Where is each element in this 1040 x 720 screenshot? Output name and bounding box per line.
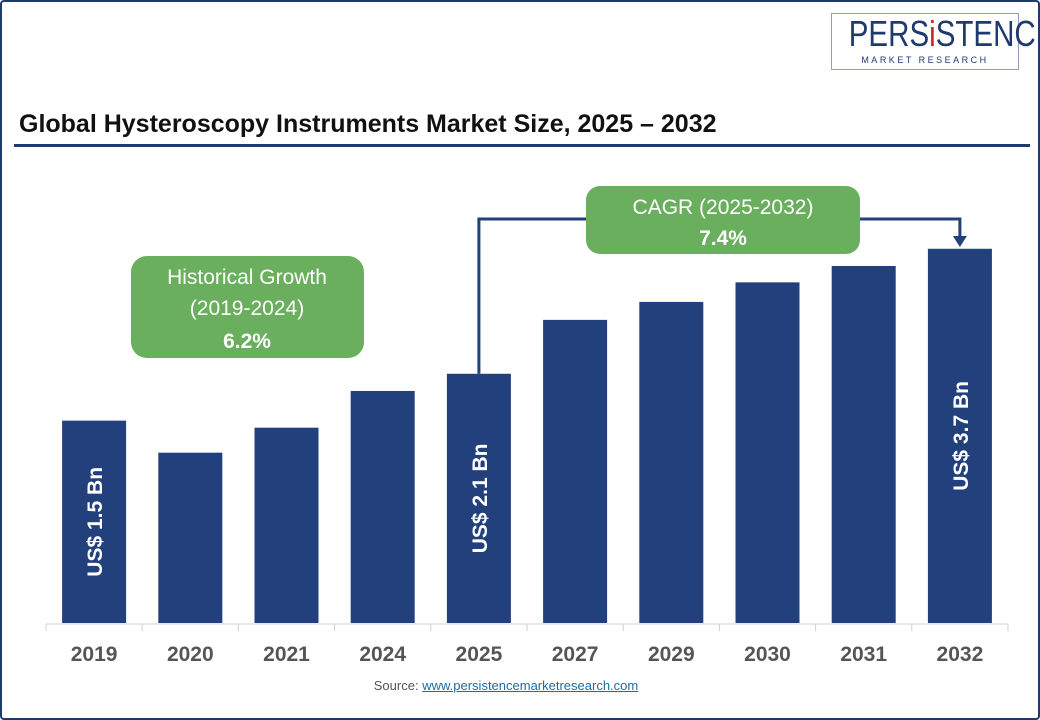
historical-growth-callout (131, 256, 364, 358)
x-tick-label: 2020 (167, 643, 214, 666)
source-note: Source: www.persistencemarketresearch.co… (0, 678, 1012, 693)
title-divider (14, 144, 1030, 147)
historical-label: Historical Growth (167, 266, 327, 289)
logo-tagline: MARKET RESEARCH (861, 55, 989, 65)
x-tick-label: 2031 (840, 643, 887, 666)
bar-2019 (62, 420, 127, 623)
persistence-logo: PERSiSTENCE MARKET RESEARCH (831, 13, 1040, 70)
bar-data-label: US$ 3.7 Bn (950, 381, 973, 491)
x-tick-label: 2025 (456, 643, 503, 666)
chart-title: Global Hysteroscopy Instruments Market S… (19, 110, 717, 138)
bar-2029 (639, 301, 704, 623)
cagr-callout (586, 186, 860, 254)
bar-2027 (543, 319, 608, 623)
arrow-down-icon (952, 236, 967, 247)
cagr-value: 7.4% (699, 227, 747, 250)
logo-wordmark: PERSiSTENCE (848, 13, 1040, 54)
x-tick-label: 2021 (263, 643, 310, 666)
bar-2031 (831, 265, 896, 623)
bar-data-label: US$ 1.5 Bn (84, 467, 107, 577)
historical-period: (2019-2024) (190, 297, 304, 320)
x-tick-label: 2030 (744, 643, 791, 666)
x-tick-label: 2032 (937, 643, 984, 666)
source-link[interactable]: www.persistencemarketresearch.com (422, 678, 639, 693)
bar-2030 (735, 282, 800, 623)
source-label: Source: (373, 678, 419, 693)
x-tick-label: 2024 (359, 643, 406, 666)
x-tick-label: 2019 (71, 643, 118, 666)
bar-2032 (927, 248, 992, 623)
bar-data-label: US$ 2.1 Bn (469, 444, 492, 554)
historical-value: 6.2% (223, 330, 271, 353)
bar-2020 (158, 452, 223, 623)
x-tick-label: 2027 (552, 643, 599, 666)
bar-2021 (254, 427, 319, 623)
bar-2025 (446, 373, 511, 623)
bar-2024 (350, 390, 415, 623)
x-tick-label: 2029 (648, 643, 695, 666)
cagr-label: CAGR (2025-2032) (633, 196, 814, 219)
